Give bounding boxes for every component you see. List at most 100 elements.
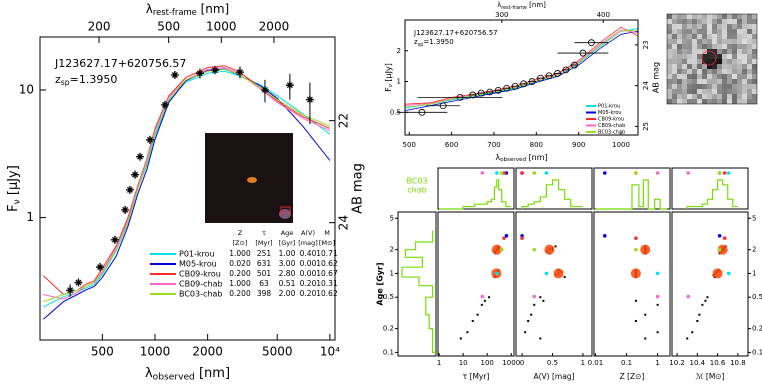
thumbnail-pixel <box>752 34 757 39</box>
table-cell: 1.000 <box>229 279 251 288</box>
y-tick-label-right: 2 <box>752 246 756 254</box>
table-cell: 0.200 <box>229 289 251 298</box>
thumbnail-pixel <box>692 89 697 94</box>
redshift-part: =1.3950 <box>423 38 453 46</box>
thumbnail-pixel <box>727 19 732 24</box>
x-tick-label: 10.4 <box>690 359 706 367</box>
photometry-point <box>571 61 578 69</box>
legend-label: BC03-chab <box>179 290 222 299</box>
x-tick-label: 700 <box>487 141 500 149</box>
thumbnail-pixel <box>677 94 682 99</box>
thumbnail-pixel <box>717 39 722 44</box>
photometry-point <box>456 93 464 101</box>
thumbnail-pixel <box>727 74 732 79</box>
x-axis-label-part: [nm] <box>526 153 548 162</box>
thumbnail-pixel <box>682 79 687 84</box>
thumbnail-pixel <box>677 19 682 24</box>
photometry-point <box>579 49 587 57</box>
thumbnail-pixel <box>717 84 722 89</box>
thumbnail-pixel <box>692 99 697 104</box>
thumbnail-pixel <box>742 54 747 59</box>
thumbnail-pixel <box>697 94 702 99</box>
thumbnail-pixel <box>672 24 677 29</box>
thumbnail-pixel <box>722 49 727 54</box>
x-tick-label: 10⁴ <box>320 345 340 359</box>
table-cell: 10.67 <box>316 269 338 278</box>
core-region <box>712 268 723 279</box>
thumbnail-pixel <box>697 24 702 29</box>
thumbnail-pixel <box>747 14 752 19</box>
thumbnail-pixel <box>712 64 717 69</box>
thumbnail-pixel <box>732 19 737 24</box>
thumbnail-pixel <box>692 44 697 49</box>
thumbnail-pixel <box>707 84 712 89</box>
table-cell: 1.00 <box>279 249 296 258</box>
thumbnail-pixel <box>732 64 737 69</box>
x2-tick-label: 400 <box>597 11 610 19</box>
panel-frame <box>515 211 593 357</box>
thumbnail-pixel <box>722 89 727 94</box>
thumbnail-pixel <box>732 59 737 64</box>
thumbnail-pixel <box>677 39 682 44</box>
best-fit <box>686 294 691 299</box>
y-axis-label: Age [Gyr] <box>376 262 385 305</box>
thumbnail-pixel <box>732 29 737 34</box>
core-region <box>491 244 502 255</box>
legend-label: M05-krou <box>598 110 622 116</box>
x-axis-label-part: λ <box>145 366 153 381</box>
thumbnail-pixel <box>717 79 722 84</box>
thumbnail-pixel <box>687 74 692 79</box>
thumbnail-pixel <box>742 14 747 19</box>
thumbnail-pixel <box>692 69 697 74</box>
thumbnail-pixel <box>697 74 702 79</box>
thumbnail-pixel <box>692 29 697 34</box>
thumbnail-pixel <box>747 29 752 34</box>
thumbnail-pixel <box>737 69 742 74</box>
sample-point <box>696 319 699 322</box>
thumbnail-pixel <box>702 29 707 34</box>
thumbnail-pixel <box>702 89 707 94</box>
core-region <box>640 244 651 255</box>
thumbnail-pixel <box>697 49 702 54</box>
best-fit <box>655 294 660 299</box>
hist-frame <box>671 167 749 210</box>
inset-marker <box>280 206 291 214</box>
sample-point <box>542 299 545 302</box>
thumbnail-pixel <box>737 59 742 64</box>
x2-axis-label: λrest-frame [nm] <box>146 2 230 17</box>
thumbnail-pixel <box>742 49 747 54</box>
thumbnail-pixel <box>707 49 712 54</box>
thumbnail-pixel <box>727 24 732 29</box>
x2-axis-label-part: [nm] <box>197 2 229 16</box>
thumbnail-pixel <box>747 99 752 104</box>
thumbnail-pixel <box>742 84 747 89</box>
thumbnail-pixel <box>732 74 737 79</box>
thumbnail-pixel <box>687 79 692 84</box>
thumbnail-pixel <box>747 59 752 64</box>
histogram <box>595 179 667 210</box>
thumbnail-pixel <box>667 79 672 84</box>
table-cell: 2.80 <box>279 269 296 278</box>
x-tick-label: 0.01 <box>588 359 604 367</box>
thumbnail-pixel <box>692 94 697 99</box>
thumbnail-pixel <box>722 29 727 34</box>
model-line <box>43 68 331 320</box>
thumbnail-pixel <box>717 29 722 34</box>
table-cell: 2.00 <box>279 289 296 298</box>
photometry-point <box>131 170 140 179</box>
x-axis-label: A(V) [mag] <box>533 372 574 381</box>
thumbnail-pixel <box>727 64 732 69</box>
thumbnail-pixel <box>677 34 682 39</box>
legend-label: M05-krou <box>179 260 217 269</box>
thumbnail-pixel <box>732 49 737 54</box>
photometry-point <box>235 68 244 77</box>
x2-axis-label: λrest-frame [nm] <box>497 1 546 10</box>
thumbnail-pixel <box>667 19 672 24</box>
thumbnail-pixel <box>737 94 742 99</box>
thumbnail-pixel <box>667 84 672 89</box>
thumbnail-pixel <box>672 39 677 44</box>
y-tick-label-right: 0.1 <box>752 348 762 356</box>
thumbnail-pixel <box>707 24 712 29</box>
y-tick-label: 1 <box>390 269 394 277</box>
table-cell: 0.51 <box>279 279 296 288</box>
